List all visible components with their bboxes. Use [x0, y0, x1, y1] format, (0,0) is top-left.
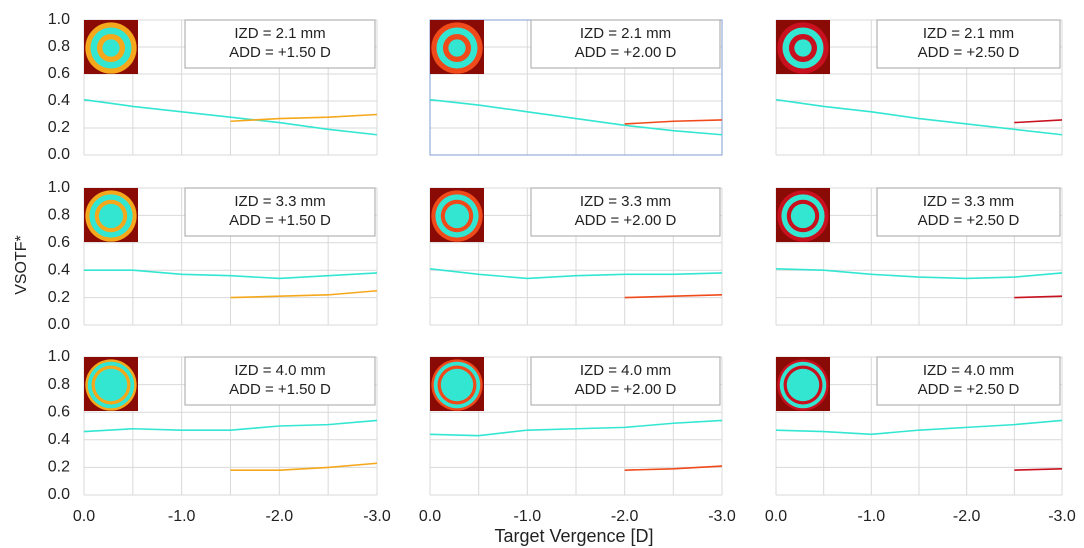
lens-ring [98, 203, 124, 229]
series-line [775, 268, 1063, 280]
annotation: ADD = +1.50 D [229, 44, 331, 61]
panel: 0.0 0.2 0.4 0.6 0.8 1.0 IZD = 3.3 mm ADD = +1.5… [48, 179, 378, 333]
series-line [429, 268, 723, 280]
annotation: ADD = +1.50 D [229, 212, 331, 229]
lens-ring [444, 203, 470, 229]
series-line [775, 419, 1063, 436]
x-tick-label: -2.0 [266, 508, 294, 525]
annotation: IZD = 3.3 mm [234, 193, 325, 210]
annotation-box [184, 356, 376, 406]
lens-ring [790, 203, 816, 229]
y-tick-label: 1.0 [48, 179, 70, 196]
annotation: IZD = 2.1 mm [580, 25, 671, 42]
annotation-box [876, 187, 1061, 237]
annotation: IZD = 4.0 mm [234, 362, 325, 379]
lens-ring [794, 39, 812, 57]
annotation-box [530, 19, 721, 69]
series-line [83, 98, 378, 136]
y-tick-label: 0.6 [48, 403, 70, 420]
x-tick-label: 0.0 [73, 508, 95, 525]
panel: IZD = 2.1 mm ADD = +2.00 D [429, 19, 723, 156]
annotation-box [530, 187, 721, 237]
lens-ring [786, 368, 820, 402]
y-axis-label: VSOTF* [13, 235, 30, 295]
annotation: IZD = 3.3 mm [580, 193, 671, 210]
y-tick-label: 0.0 [48, 316, 70, 333]
annotation-box [184, 187, 376, 237]
annotation: IZD = 2.1 mm [923, 25, 1014, 42]
annotation-box [876, 356, 1061, 406]
annotation-box [184, 19, 376, 69]
series-line [429, 419, 723, 437]
series-line [1014, 295, 1063, 299]
x-tick-label: -1.0 [858, 508, 886, 525]
panel: 0.0 -1.0 -2.0 -3.0 IZD = 4.0 mm ADD = +2.50 D [765, 356, 1076, 525]
y-tick-label: 0.2 [48, 459, 70, 476]
annotation: IZD = 3.3 mm [923, 193, 1014, 210]
panel: IZD = 2.1 mm ADD = +2.50 D [775, 19, 1063, 156]
series-line [230, 289, 378, 299]
x-tick-label: 0.0 [419, 508, 441, 525]
series-line [775, 98, 1063, 136]
annotation: ADD = +2.00 D [575, 44, 677, 61]
series-line [624, 465, 723, 471]
panel: IZD = 3.3 mm ADD = +2.00 D [429, 187, 723, 326]
lens-ring [440, 368, 474, 402]
x-tick-label: -3.0 [1048, 508, 1076, 525]
y-tick-label: 0.0 [48, 486, 70, 503]
series-line [624, 119, 723, 125]
annotation: ADD = +2.00 D [575, 212, 677, 229]
series-line [1014, 467, 1063, 471]
x-tick-label: -2.0 [953, 508, 981, 525]
y-tick-label: 0.4 [48, 261, 70, 278]
annotation: ADD = +2.00 D [575, 381, 677, 398]
series-line [624, 294, 723, 299]
x-tick-label: -1.0 [168, 508, 196, 525]
y-tick-label: 0.8 [48, 376, 70, 393]
y-tick-label: 1.0 [48, 11, 70, 28]
panel: IZD = 3.3 mm ADD = +2.50 D [775, 187, 1063, 326]
lens-ring [448, 39, 466, 57]
y-tick-label: 0.8 [48, 38, 70, 55]
x-tick-label: -3.0 [708, 508, 736, 525]
x-tick-label: -1.0 [514, 508, 542, 525]
y-tick-label: 0.0 [48, 146, 70, 163]
series-line [230, 462, 378, 471]
annotation: IZD = 4.0 mm [580, 362, 671, 379]
lens-ring [94, 368, 128, 402]
x-axis-label: Target Vergence [D] [494, 526, 653, 546]
series-line [1014, 119, 1063, 124]
panel: 0.0 0.2 0.4 0.6 0.8 1.0 0.0 -1.0 -2.0 -3.0 IZD = 4… [48, 348, 391, 525]
series-line [83, 419, 378, 433]
y-tick-label: 0.2 [48, 289, 70, 306]
y-tick-label: 1.0 [48, 348, 70, 365]
y-tick-label: 0.8 [48, 207, 70, 224]
annotation-box [876, 19, 1061, 69]
annotation: ADD = +2.50 D [918, 381, 1020, 398]
y-tick-label: 0.4 [48, 431, 70, 448]
y-tick-label: 0.6 [48, 234, 70, 251]
panel: 0.0 -1.0 -2.0 -3.0 IZD = 4.0 mm ADD = +2.00 D [419, 356, 736, 525]
x-tick-label: 0.0 [765, 508, 787, 525]
annotation: ADD = +2.50 D [918, 212, 1020, 229]
x-tick-label: -2.0 [611, 508, 639, 525]
annotation: IZD = 2.1 mm [234, 25, 325, 42]
x-tick-label: -3.0 [363, 508, 391, 525]
lens-ring [102, 39, 120, 57]
series-line [84, 269, 378, 280]
annotation-box [530, 356, 721, 406]
y-tick-label: 0.6 [48, 65, 70, 82]
series-line [429, 98, 723, 136]
annotation: IZD = 4.0 mm [923, 362, 1014, 379]
panel: 0.0 0.2 0.4 0.6 0.8 1.0 IZD = 2.1 mm ADD = +1.5… [48, 11, 378, 163]
annotation: ADD = +1.50 D [229, 381, 331, 398]
annotation: ADD = +2.50 D [918, 44, 1020, 61]
y-tick-label: 0.2 [48, 119, 70, 136]
series-line [230, 113, 378, 123]
y-tick-label: 0.4 [48, 92, 70, 109]
